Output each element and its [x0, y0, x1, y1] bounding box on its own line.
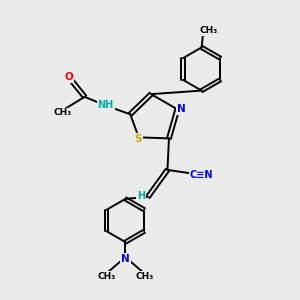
- Text: CH₃: CH₃: [53, 108, 72, 117]
- Text: S: S: [134, 134, 142, 144]
- Text: CH₃: CH₃: [135, 272, 153, 281]
- Text: H: H: [137, 191, 145, 201]
- Text: CH₃: CH₃: [98, 272, 116, 281]
- Text: N: N: [176, 104, 185, 114]
- Text: O: O: [65, 72, 74, 82]
- Text: CH₃: CH₃: [200, 26, 218, 35]
- Text: NH: NH: [98, 100, 114, 110]
- Text: C≡N: C≡N: [189, 170, 213, 180]
- Text: N: N: [121, 254, 130, 264]
